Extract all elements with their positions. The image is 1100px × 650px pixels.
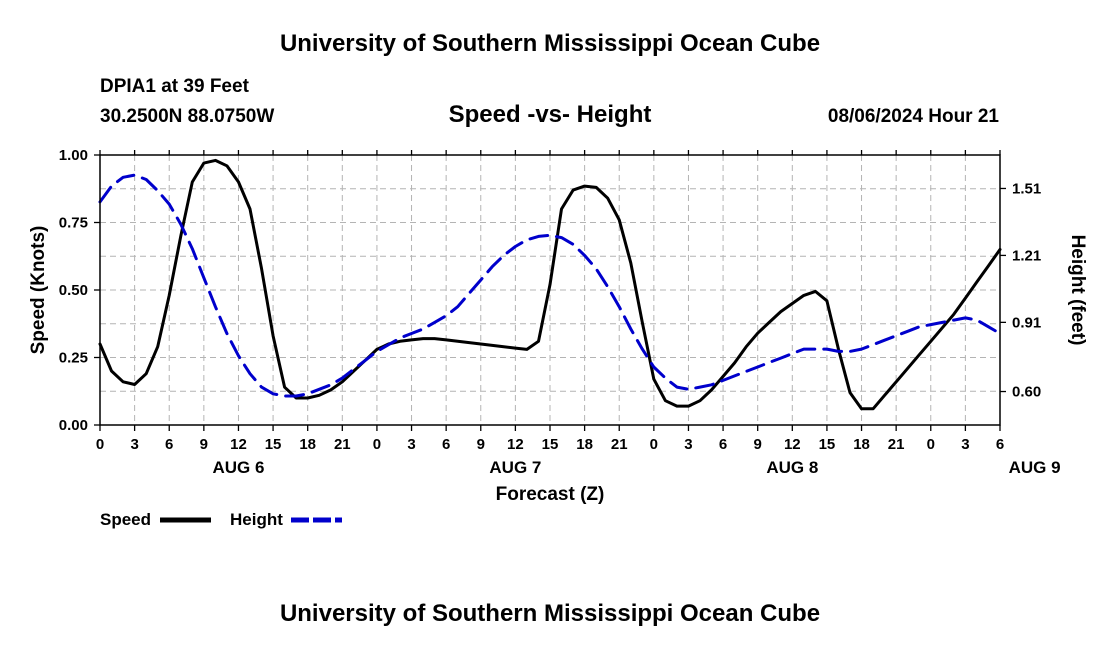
station-coords: 30.2500N 88.0750W — [100, 106, 275, 127]
x-tick-label: 18 — [299, 436, 316, 453]
x-tick-label: 0 — [373, 436, 381, 453]
day-label: AUG 6 — [212, 458, 264, 477]
height-series-line — [98, 173, 1002, 398]
legend-label-height: Height — [230, 510, 283, 529]
x-tick-label: 21 — [888, 436, 905, 453]
x-tick-label: 0 — [650, 436, 658, 453]
x-tick-label: 6 — [442, 436, 450, 453]
x-tick-label: 18 — [576, 436, 593, 453]
x-tick-label: 18 — [853, 436, 870, 453]
y-left-axis-title: Speed (Knots) — [28, 226, 49, 355]
x-tick-label: 21 — [334, 436, 351, 453]
plot-frame — [99, 154, 1001, 426]
x-tick-label: 6 — [996, 436, 1004, 453]
y-left-tick-label: 1.00 — [59, 147, 88, 164]
chart-subtitle: Speed -vs- Height — [448, 101, 652, 128]
station-label: DPIA1 at 39 Feet — [100, 76, 249, 97]
x-tick-label: 15 — [265, 436, 282, 453]
y-right-tick-label: 0.91 — [1012, 314, 1041, 331]
x-tick-label: 9 — [754, 436, 762, 453]
speed-series-line — [98, 158, 1002, 411]
x-tick-label: 15 — [819, 436, 836, 453]
day-label: AUG 9 — [1009, 458, 1061, 477]
y-left-tick-label: 0.50 — [59, 282, 88, 299]
y-left-tick-label: 0.00 — [59, 417, 88, 434]
y-right-tick-label: 1.51 — [1012, 180, 1041, 197]
x-tick-label: 3 — [407, 436, 415, 453]
forecast-datetime: 08/06/2024 Hour 21 — [827, 106, 999, 127]
y-left-tick-label: 0.25 — [59, 350, 88, 367]
x-tick-label: 12 — [507, 436, 524, 453]
x-tick-label: 6 — [165, 436, 173, 453]
day-label: AUG 7 — [489, 458, 541, 477]
legend-label-speed: Speed — [100, 510, 151, 529]
x-tick-label: 3 — [684, 436, 692, 453]
x-tick-label: 0 — [96, 436, 104, 453]
y-left-tick-label: 0.75 — [59, 215, 88, 232]
x-tick-label: 12 — [230, 436, 247, 453]
x-tick-label: 12 — [784, 436, 801, 453]
page-title: University of Southern Mississippi Ocean… — [279, 30, 821, 57]
y-right-tick-label: 0.60 — [1012, 384, 1041, 401]
x-tick-label: 0 — [927, 436, 935, 453]
x-tick-label: 6 — [719, 436, 727, 453]
y-right-axis-title: Height (feet) — [1067, 235, 1088, 346]
x-tick-label: 21 — [611, 436, 628, 453]
x-tick-label: 3 — [961, 436, 969, 453]
x-tick-label: 3 — [130, 436, 138, 453]
day-label: AUG 8 — [766, 458, 818, 477]
y-right-tick-label: 1.21 — [1012, 247, 1041, 264]
x-tick-label: 15 — [542, 436, 559, 453]
x-tick-label: 9 — [477, 436, 485, 453]
footer-title: University of Southern Mississippi Ocean… — [279, 600, 821, 627]
x-tick-label: 9 — [200, 436, 208, 453]
x-axis-title: Forecast (Z) — [496, 484, 605, 505]
